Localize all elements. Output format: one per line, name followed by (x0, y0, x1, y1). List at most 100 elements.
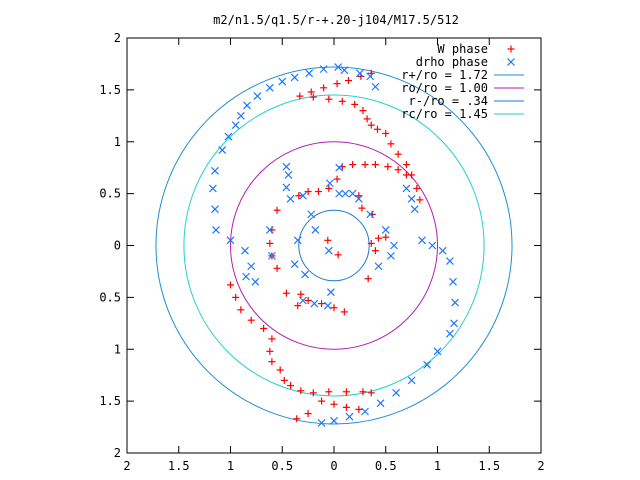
w-phase-point (276, 366, 284, 374)
drho-phase-point (428, 241, 437, 250)
drho-phase-point (242, 272, 250, 281)
w-phase-point (402, 171, 410, 179)
drho-phase-point (208, 184, 217, 193)
drho-phase-point (451, 298, 460, 307)
w-phase-point (325, 95, 333, 103)
w-phase-point (363, 115, 371, 123)
w-phase-point (394, 150, 402, 158)
w-phase-point (318, 300, 326, 308)
drho-phase-point (319, 65, 328, 74)
w-phase-point (304, 188, 312, 196)
w-phase-point (320, 84, 328, 92)
circle-ro-series (230, 141, 438, 350)
w-phase-point (364, 275, 372, 283)
w-phase-point (227, 281, 234, 289)
drho-phase-point (311, 226, 320, 234)
legend-label: r-/ro = .34 (409, 94, 488, 108)
drho-phase-point (340, 66, 349, 75)
drho-phase-point (231, 121, 240, 130)
x-tick-label: 0.5 (271, 459, 293, 473)
w-phase-point (237, 306, 245, 314)
drho-phase-point (366, 72, 375, 81)
w-phase-point (297, 387, 305, 395)
w-phase-point (387, 140, 395, 148)
circles-layer (155, 66, 513, 425)
drho-phase-point (278, 77, 287, 86)
w-phase-point (382, 233, 390, 241)
drho-phase-point (284, 171, 293, 179)
drho-phase-point (282, 162, 291, 171)
w-phase-point (280, 376, 288, 384)
drho-phase-point (267, 251, 276, 260)
w-phase-point (318, 397, 326, 405)
w-phase-point (294, 302, 302, 310)
w-phase-point (293, 415, 301, 423)
w-phase-point (266, 239, 274, 247)
drho-phase-point (265, 226, 274, 234)
drho-phase-point (290, 260, 299, 269)
w-phase-point (371, 161, 379, 169)
x-tick-label: 1.5 (478, 459, 500, 473)
w-phase-point (351, 100, 359, 108)
legend-label: rc/ro = 1.45 (401, 107, 488, 121)
y-tick-label: 0.5 (99, 187, 121, 201)
y-tick-label: 2 (114, 31, 121, 45)
drho-phase-point (326, 288, 335, 297)
w-phase-point (324, 236, 332, 244)
drho-phase-point (445, 257, 454, 265)
x-tick-label: 1.5 (168, 459, 190, 473)
x-tick-label: 2 (123, 459, 130, 473)
drho-phase-point (299, 191, 307, 200)
w-phase-point (382, 129, 390, 137)
legend-label: ro/ro = 1.00 (401, 81, 488, 95)
w-phase-point (359, 107, 367, 115)
w-phase-point (260, 325, 268, 332)
drho-phase-point (286, 194, 295, 203)
w-phase-point (367, 389, 375, 397)
drho-phase-point (323, 301, 332, 310)
drho-phase-point (366, 210, 375, 219)
drho-phase-point (251, 277, 260, 286)
drho-phase-point (407, 376, 416, 385)
w-phase-point (373, 125, 381, 133)
drho-phase-point (324, 246, 333, 255)
drho-phase-point (241, 246, 249, 255)
w-phase-point (384, 163, 392, 171)
w-phase-point (359, 388, 367, 396)
w-phase-point (307, 88, 315, 96)
w-phase-point (295, 192, 303, 200)
w-phase-point (333, 175, 341, 183)
w-phase-point (394, 166, 402, 174)
w-phase-point (268, 335, 276, 343)
w-phase-point (371, 247, 379, 255)
drho-phase-point (371, 82, 380, 91)
drho-phase-point (354, 194, 363, 203)
drho-phase-point (392, 388, 401, 397)
y-tick-label: 2 (114, 446, 121, 460)
drho-phase-point (376, 399, 385, 408)
w-phase-point (344, 77, 352, 85)
drho-phase-point (282, 183, 291, 192)
w-phase-point (309, 389, 317, 397)
w-phase-point (273, 206, 281, 214)
w-phase-point (342, 403, 350, 411)
w-phase-point (361, 161, 369, 169)
drho-phase-point (212, 226, 220, 234)
drho-phase-point (290, 73, 299, 82)
x-tick-label: 0 (330, 459, 337, 473)
w-phase-point (338, 97, 346, 105)
y-tick-label: 1 (114, 135, 121, 149)
w-phase-point (334, 251, 342, 259)
drho-phase-point (224, 132, 233, 141)
drho-phase-point (307, 210, 316, 219)
drho-phase-point (449, 277, 457, 286)
drho-phase-point (348, 189, 357, 198)
w-phase-point (296, 92, 304, 100)
drho-phase-point (374, 262, 383, 271)
drho-phase-point (218, 146, 227, 154)
x-tick-label: 0.5 (375, 459, 397, 473)
drho-phase-point (418, 236, 426, 245)
drho-phase-point (253, 92, 262, 101)
drho-phase-point (301, 270, 309, 279)
